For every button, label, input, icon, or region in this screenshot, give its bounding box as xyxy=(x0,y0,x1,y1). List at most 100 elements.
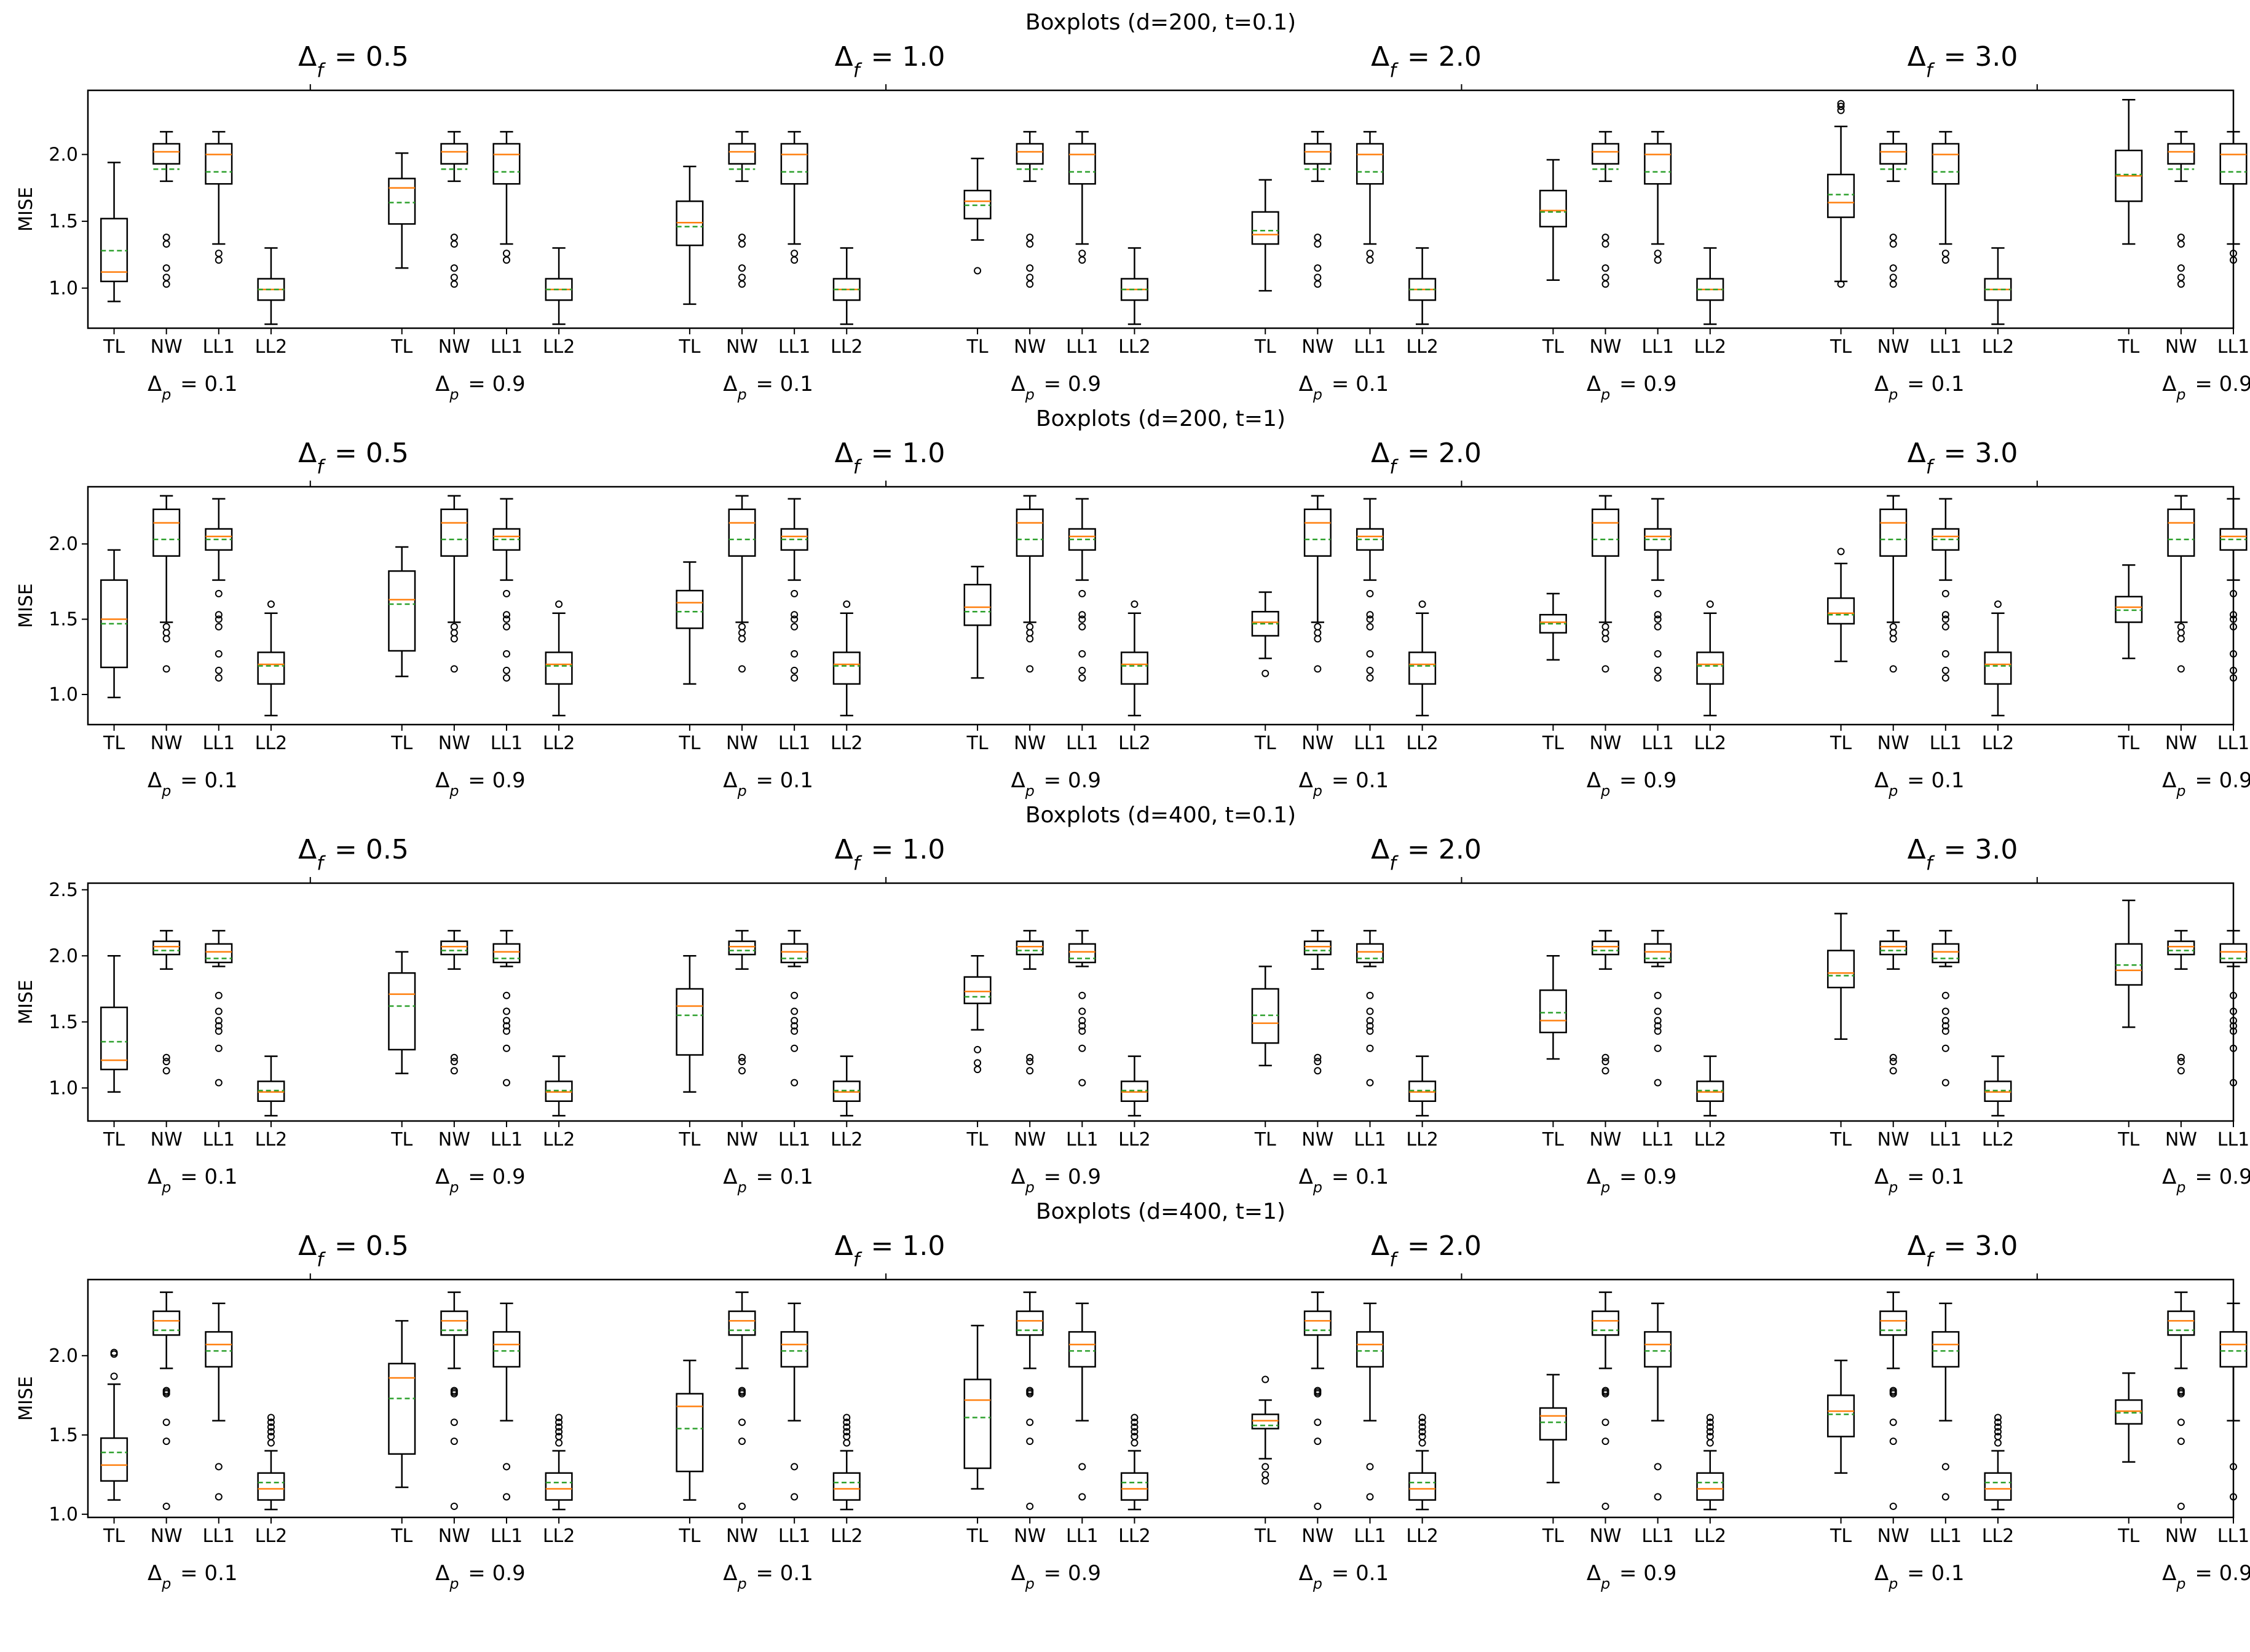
outlier-point xyxy=(738,1418,746,1426)
box-body xyxy=(1303,1310,1332,1336)
x-tick-label: LL1 xyxy=(1354,1525,1386,1547)
outlier-point xyxy=(555,1439,563,1447)
x-tick-label: NW xyxy=(2165,1525,2197,1547)
delta-p-label: Δp = 0.9 xyxy=(1587,768,1677,800)
outlier-point xyxy=(162,280,170,288)
box-body xyxy=(152,508,181,557)
x-tick-label: LL1 xyxy=(1354,1129,1386,1150)
x-tick-label: LL2 xyxy=(1406,1129,1439,1150)
x-tick-label: LL2 xyxy=(831,336,863,358)
box-tl: TL xyxy=(1539,955,1567,1150)
x-tick-label: TL xyxy=(103,1129,125,1150)
delta-p-label: Δp = 0.1 xyxy=(723,1165,813,1196)
outlier-point xyxy=(502,1493,510,1501)
outlier-point xyxy=(1601,1053,1609,1061)
box-ll2: LL2 xyxy=(1406,1414,1439,1547)
box-ll1: LL1 xyxy=(1930,131,1962,358)
x-tick-label: TL xyxy=(678,336,700,358)
outlier-point xyxy=(1889,635,1897,643)
x-tick-label: NW xyxy=(1014,733,1046,754)
x-tick-label: LL1 xyxy=(491,1129,523,1150)
x-tick-label: TL xyxy=(1254,733,1276,754)
delta-p-label-value: = 0.9 xyxy=(462,372,526,396)
delta-f-label: Δf = 1.0 xyxy=(835,1230,945,1271)
outlier-point xyxy=(1418,1423,1426,1431)
outlier-point xyxy=(1941,674,1949,682)
box-body xyxy=(728,1310,756,1336)
outlier-point xyxy=(1078,1044,1086,1052)
outlier-point xyxy=(2177,629,2185,637)
outlier-point xyxy=(162,623,170,631)
outlier-point xyxy=(502,1007,510,1015)
delta-p-label-value: = 0.1 xyxy=(1900,372,1964,396)
box-body xyxy=(1303,143,1332,165)
outlier-point xyxy=(2230,1017,2237,1025)
outlier-point xyxy=(791,1044,799,1052)
x-tick-label: NW xyxy=(726,1525,758,1547)
box-nw: NW xyxy=(1301,930,1333,1150)
box-nw: NW xyxy=(1014,131,1046,358)
outlier-point xyxy=(1601,629,1609,637)
box-group: TL NW LL1 LL2 Δp = 0.1 xyxy=(676,495,863,800)
delta-f-label-value: = 0.5 xyxy=(326,438,409,469)
outlier-point xyxy=(1261,1463,1269,1471)
box-body xyxy=(2219,943,2248,964)
outlier-point xyxy=(555,1423,563,1431)
x-tick-label: LL2 xyxy=(1406,1525,1439,1547)
outlier-point xyxy=(1314,1418,1322,1426)
outlier-point xyxy=(1601,240,1609,248)
x-tick-label: LL1 xyxy=(203,336,235,358)
delta-p-label-value: = 0.1 xyxy=(749,1165,813,1189)
x-tick-label: NW xyxy=(1877,1129,1909,1150)
x-tick-label: LL2 xyxy=(255,336,288,358)
box-nw: NW xyxy=(1589,495,1622,754)
outlier-point xyxy=(502,1017,510,1025)
box-group: TL NW LL1 LL2 Δp = 0.9 xyxy=(1539,1291,1726,1592)
outlier-point xyxy=(450,1058,458,1066)
x-tick-label: NW xyxy=(2165,1129,2197,1150)
x-tick-label: NW xyxy=(1877,733,1909,754)
delta-f-label: Δf = 0.5 xyxy=(298,1230,409,1271)
box-ll2: LL2 xyxy=(1406,1055,1439,1150)
outlier-point xyxy=(1654,674,1662,682)
delta-p-label-value: = 0.1 xyxy=(1900,1561,1964,1586)
x-tick-label: TL xyxy=(2117,733,2139,754)
outlier-point xyxy=(1078,1027,1086,1035)
outlier-point xyxy=(1314,280,1322,288)
x-tick-label: LL2 xyxy=(543,1129,575,1150)
box-body xyxy=(440,508,468,557)
outlier-point xyxy=(974,1045,982,1053)
box-body xyxy=(1408,1472,1437,1501)
x-tick-label: LL1 xyxy=(1354,336,1386,358)
delta-p-label-value: = 0.9 xyxy=(462,1165,526,1189)
outlier-point xyxy=(1078,650,1086,658)
outlier-point xyxy=(1889,629,1897,637)
box-body xyxy=(257,1472,285,1501)
box-body xyxy=(440,940,468,956)
outlier-point xyxy=(1314,665,1322,673)
outlier-point xyxy=(2230,1493,2237,1501)
box-body xyxy=(1356,943,1384,964)
box-tl: TL xyxy=(100,162,128,358)
outlier-point xyxy=(215,666,223,674)
y-tick-label: 1.0 xyxy=(49,1077,78,1099)
delta-p-label-value: = 0.9 xyxy=(2189,372,2250,396)
box-ll2: LL2 xyxy=(1982,1055,2014,1150)
outlier-point xyxy=(450,1438,458,1446)
x-tick-label: LL1 xyxy=(1930,1525,1962,1547)
box-ll2: LL2 xyxy=(1118,600,1151,754)
outlier-point xyxy=(974,1066,982,1074)
outlier-point xyxy=(1654,589,1662,597)
outlier-point xyxy=(1706,1418,1714,1426)
x-tick-label: LL2 xyxy=(1118,733,1151,754)
outlier-point xyxy=(843,1439,851,1447)
panel-title: Boxplots (d=200, t=0.1) xyxy=(1025,10,1296,35)
box-group: TL NW LL1 LL2 Δp = 0.1 xyxy=(676,1291,863,1592)
outlier-point xyxy=(1314,623,1322,631)
outlier-point xyxy=(555,1418,563,1426)
x-tick-label: LL1 xyxy=(778,1525,811,1547)
box-ll2: LL2 xyxy=(1406,600,1439,754)
outlier-point xyxy=(1078,1463,1086,1471)
box-body xyxy=(100,1437,128,1482)
box-nw: NW xyxy=(726,1291,758,1547)
